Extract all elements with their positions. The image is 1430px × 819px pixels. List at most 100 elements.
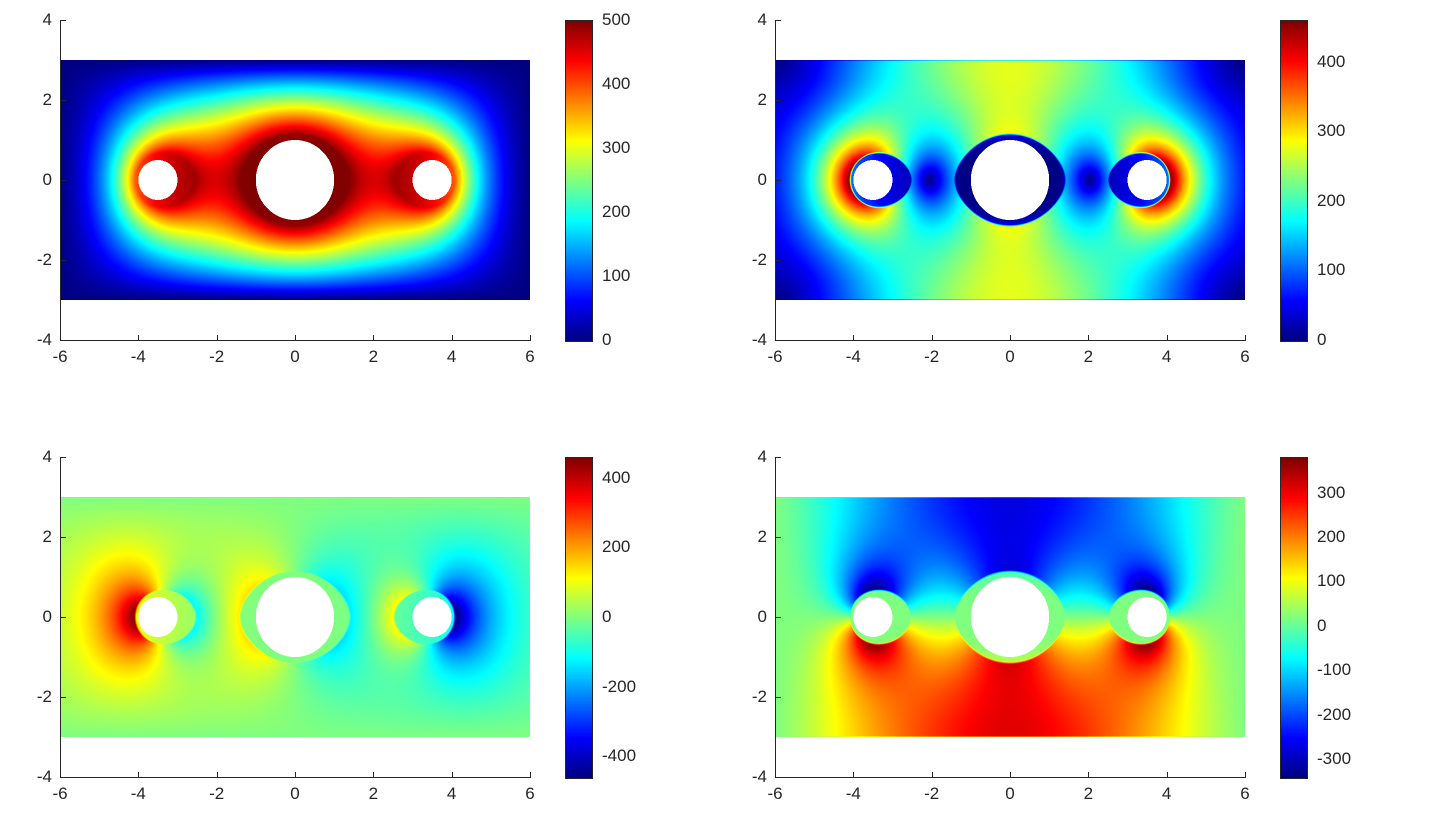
x-tick-mark [1088, 772, 1090, 777]
colorbar-x-derivative [565, 457, 593, 779]
x-tick-mark [451, 772, 453, 777]
x-tick-label: -2 [209, 784, 225, 803]
x-tick-mark [931, 772, 933, 777]
y-tick-mark [776, 457, 781, 458]
x-tick-mark [1010, 772, 1011, 777]
x-tick-label: -4 [845, 347, 861, 366]
x-tick-mark [138, 772, 140, 777]
y-tick-label: 4 [757, 447, 767, 466]
y-tick-label: 4 [42, 447, 52, 466]
x-tick-label: 0 [290, 347, 300, 366]
x-tick-mark [530, 772, 531, 777]
x-tick-label: -2 [209, 347, 225, 366]
x-tick-mark [373, 335, 375, 340]
x-tick-mark [60, 335, 61, 340]
y-tick-label: -2 [36, 250, 52, 269]
y-tick-label: -4 [36, 330, 52, 349]
x-tick-label: 4 [446, 347, 457, 366]
y-tick-label: 0 [757, 170, 767, 189]
colorbar-tick-label: 200 [602, 202, 631, 221]
y-tick-label: 2 [42, 527, 52, 546]
x-tick-label: 6 [1240, 784, 1250, 803]
y-tick-label: -4 [36, 767, 52, 786]
x-tick-label: 2 [1083, 347, 1094, 366]
x-tick-mark [295, 335, 296, 340]
x-tick-label: -6 [52, 347, 68, 366]
colorbar-tick-label: 300 [1317, 482, 1346, 502]
x-tick-mark [216, 335, 218, 340]
y-tick-mark [776, 697, 781, 698]
x-tick-mark [775, 335, 776, 340]
y-tick-label: -2 [36, 687, 52, 706]
y-tick-label: 2 [757, 527, 767, 546]
x-tick-mark [1245, 335, 1246, 340]
colorbar-tick-label: -300 [1317, 749, 1352, 769]
x-tick-mark [451, 335, 453, 340]
y-tick-label: 2 [42, 90, 52, 109]
heatmap-panel-gradient-magnitude: -6 -4 -2 0 2 4 6 -4 -2 0 2 4 0 100 200 300 400 [715, 0, 1430, 409]
colorbar-tick-label: 100 [602, 266, 631, 285]
x-tick-mark [373, 772, 375, 777]
colorbar-tick-label: 300 [602, 138, 631, 157]
x-tick-mark [1166, 335, 1168, 340]
y-tick-mark [61, 260, 66, 261]
x-tick-label: 0 [290, 784, 300, 803]
x-tick-label: 4 [446, 784, 457, 803]
x-tick-mark [530, 335, 531, 340]
x-tick-mark [1088, 335, 1090, 340]
y-axis-spine [775, 457, 776, 778]
x-tick-label: -6 [767, 784, 783, 803]
colorbar-tick-label: 400 [602, 467, 631, 487]
x-tick-label: 2 [1083, 784, 1094, 803]
x-tick-mark [295, 772, 296, 777]
colorbar-tick-label: 0 [1317, 330, 1327, 349]
x-tick-mark [216, 772, 218, 777]
y-tick-label: 0 [42, 607, 52, 626]
x-tick-label: -4 [845, 784, 861, 803]
colorbar-gradient-magnitude [1280, 20, 1308, 342]
x-tick-label: 2 [368, 784, 379, 803]
y-tick-mark [61, 617, 66, 618]
y-tick-label: 0 [42, 170, 52, 189]
colorbar-tick-label: 0 [602, 607, 612, 626]
colorbar-tick-label: 100 [1317, 571, 1346, 591]
colorbar-tick-label: 0 [1317, 615, 1327, 635]
y-tick-mark [776, 20, 781, 21]
y-tick-mark [776, 777, 781, 778]
x-tick-label: -4 [130, 784, 146, 803]
x-tick-label: -6 [767, 347, 783, 366]
x-tick-label: 6 [1240, 347, 1250, 366]
y-tick-label: 4 [42, 10, 52, 29]
x-axis-spine [60, 340, 531, 341]
x-tick-mark [1166, 772, 1168, 777]
x-tick-label: -6 [52, 784, 68, 803]
heatmap-canvas-x-derivative [60, 497, 530, 737]
y-tick-label: 2 [757, 90, 767, 109]
heatmap-panel-y-derivative: -6 -4 -2 0 2 4 6 -4 -2 0 2 4 -300 -200 -100 0 100 200 300 [715, 410, 1430, 819]
x-tick-mark [931, 335, 933, 340]
y-tick-mark [61, 537, 66, 538]
colorbar-tick-label: 400 [602, 74, 631, 93]
x-tick-label: -2 [924, 347, 940, 366]
x-tick-label: 0 [1005, 347, 1015, 366]
y-tick-mark [776, 260, 781, 261]
y-tick-mark [61, 20, 66, 21]
y-tick-label: -4 [751, 330, 767, 349]
y-tick-label: -4 [751, 767, 767, 786]
x-tick-mark [853, 772, 855, 777]
colorbar-tick-label: 400 [1317, 51, 1346, 71]
y-tick-mark [61, 100, 66, 101]
colorbar-tick-label: 200 [602, 537, 631, 557]
x-tick-label: 6 [525, 784, 535, 803]
y-axis-spine [60, 20, 61, 341]
x-tick-mark [60, 772, 61, 777]
heatmap-canvas-solution [60, 60, 530, 300]
x-axis-spine [775, 777, 1246, 778]
y-tick-mark [61, 697, 66, 698]
y-tick-mark [61, 340, 66, 341]
colorbar-tick-label: -200 [1317, 704, 1352, 724]
y-tick-label: -2 [751, 250, 767, 269]
x-tick-label: 4 [1161, 784, 1172, 803]
colorbar-y-derivative [1280, 457, 1308, 779]
